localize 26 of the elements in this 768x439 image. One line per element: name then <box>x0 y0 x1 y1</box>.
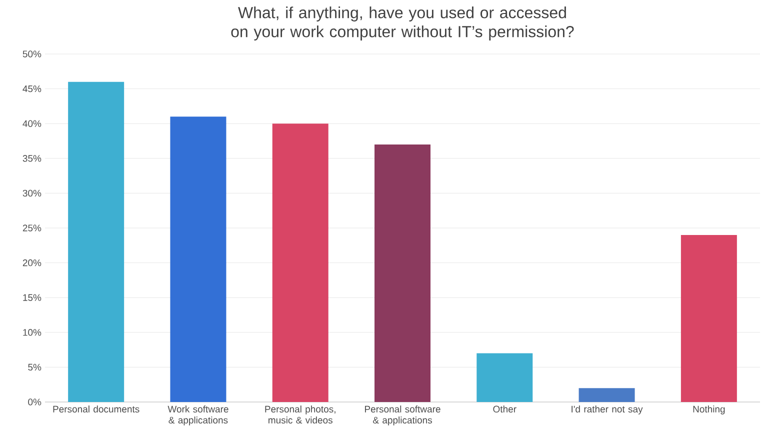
y-tick-label: 15% <box>23 294 42 301</box>
bar <box>578 388 635 402</box>
y-tick-label: 10% <box>23 329 42 336</box>
bar <box>374 144 431 402</box>
y-tick-label: 50% <box>22 50 42 58</box>
bar <box>680 234 737 402</box>
y-tick-label: 30% <box>22 190 42 197</box>
y-tick-label: 5% <box>28 364 42 371</box>
x-tick-label: Personal photos, music & videos <box>265 406 336 424</box>
x-tick-label: Personal software & applications <box>365 406 440 426</box>
y-tick-label: 0% <box>28 398 42 406</box>
x-tick-label: I'd rather not say <box>572 406 643 414</box>
bar <box>476 353 533 402</box>
bar <box>68 82 124 402</box>
y-tick-label: 20% <box>22 259 42 266</box>
y-tick-label: 35% <box>22 155 42 162</box>
x-tick-label: Personal documents <box>53 406 140 413</box>
x-tick-label: Other <box>493 406 516 413</box>
y-tick-label: 45% <box>22 85 42 92</box>
y-tick-label: 25% <box>22 224 42 232</box>
chart-title: What, if anything, have you used or accessed on your work computer without IT’s permission? <box>231 6 574 40</box>
bar <box>170 116 226 402</box>
x-tick-label: Nothing <box>693 406 725 414</box>
bar <box>272 124 328 402</box>
y-tick-label: 40% <box>22 120 42 127</box>
x-tick-label: Work software & applications <box>168 406 228 426</box>
